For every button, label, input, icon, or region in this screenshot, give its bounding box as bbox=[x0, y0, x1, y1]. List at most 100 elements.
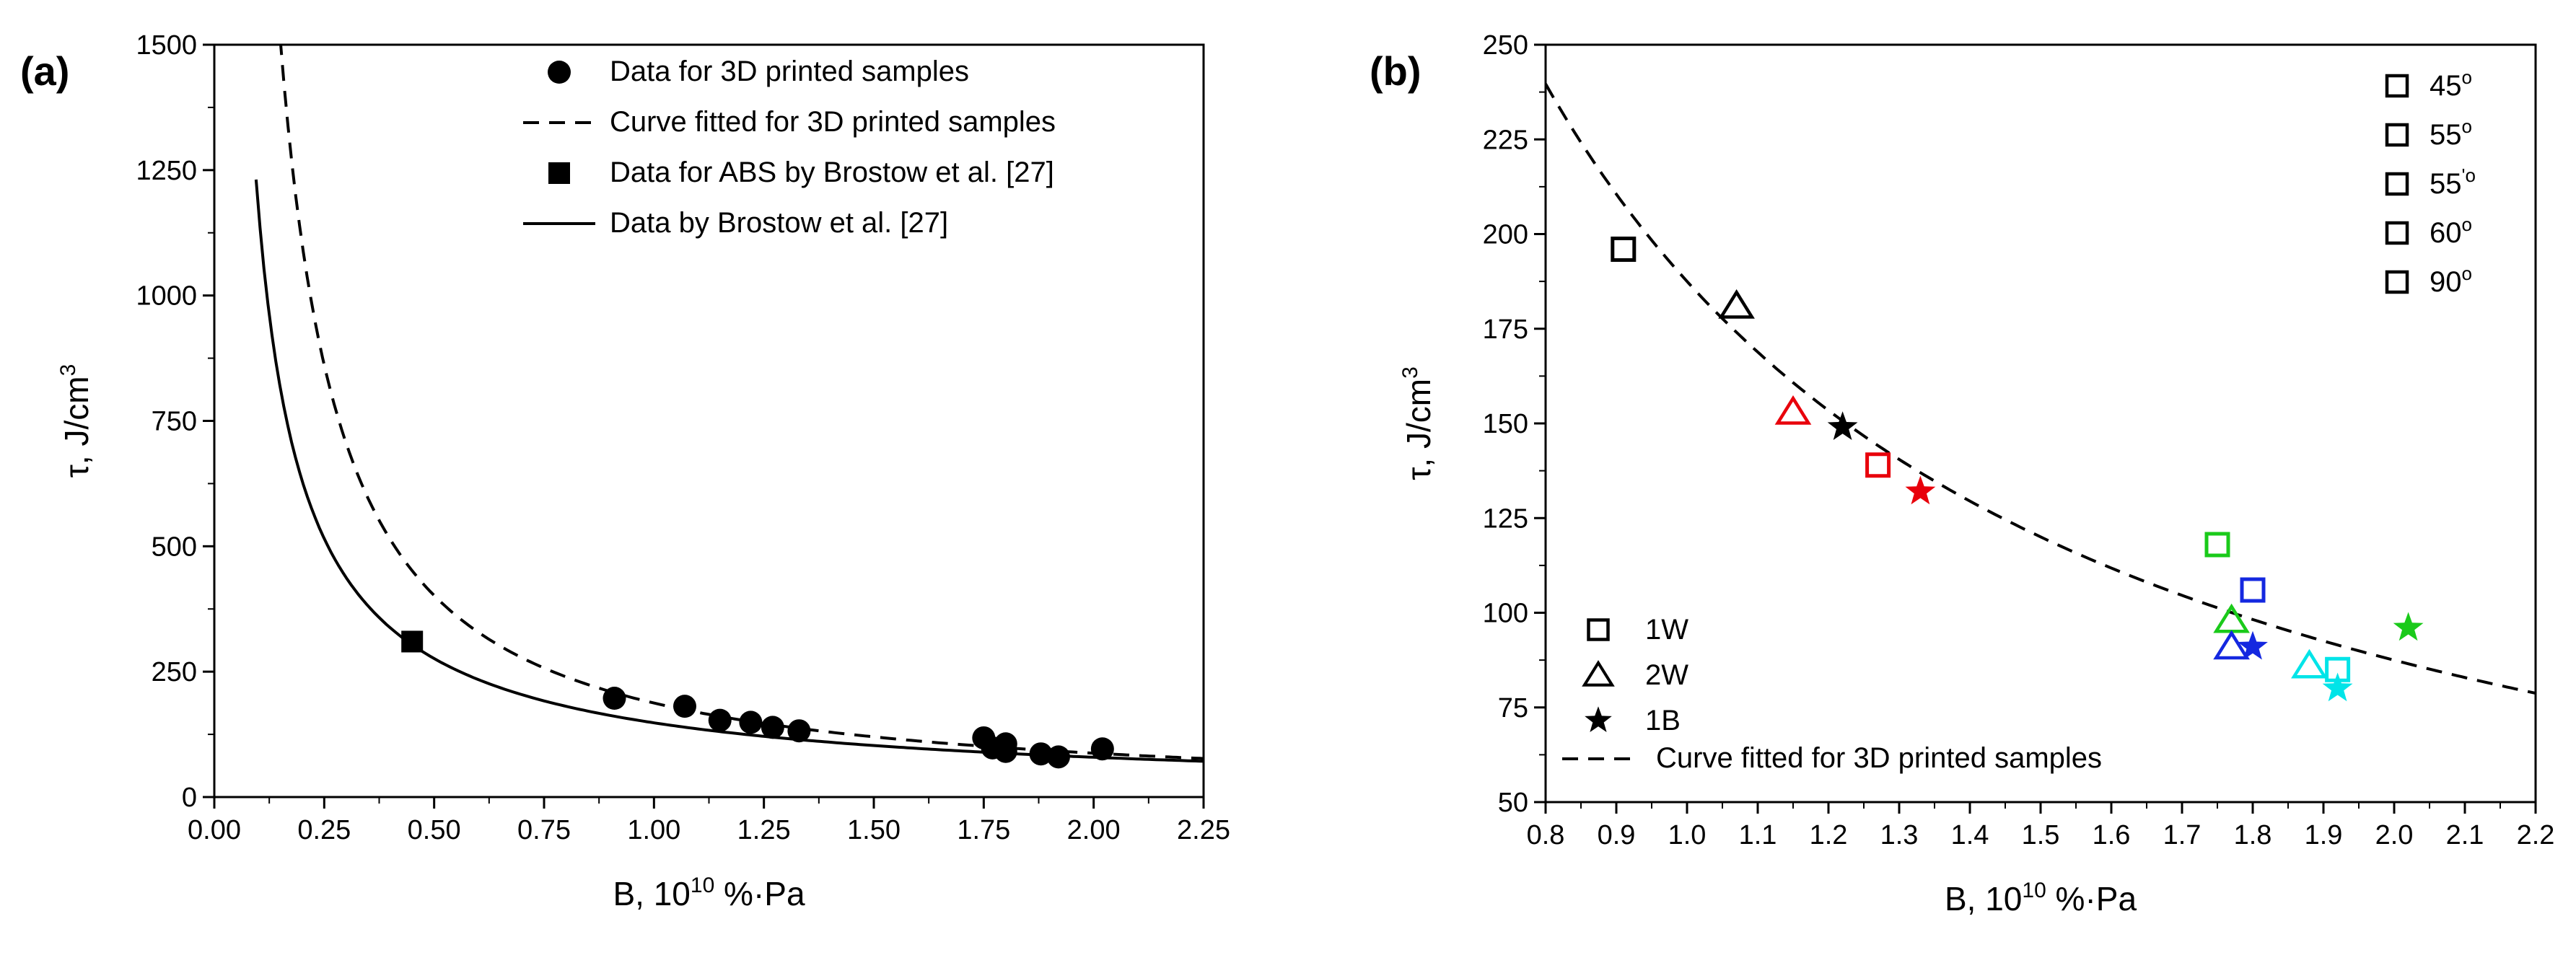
legend-a: Data for 3D printed samples Curve fitted … bbox=[523, 56, 1056, 239]
panel-label: (b) bbox=[1370, 48, 1421, 94]
legend-square-marker bbox=[2385, 172, 2409, 196]
legend-angle-label: 45o bbox=[2430, 66, 2472, 102]
x-axis-title-sup: 10 bbox=[691, 874, 714, 897]
legend-triangle-marker bbox=[1582, 660, 1615, 687]
data-point-triangle bbox=[1774, 395, 1812, 425]
data-point-square bbox=[1865, 452, 1891, 478]
data-point-star bbox=[1827, 411, 1858, 440]
x-tick-label: 0.50 bbox=[408, 815, 461, 845]
x-axis-title-sup: 10 bbox=[2022, 879, 2046, 902]
data-point bbox=[1046, 745, 1070, 769]
data-point bbox=[603, 687, 626, 710]
y-tick-label: 1500 bbox=[136, 30, 197, 61]
data-point bbox=[761, 716, 784, 739]
legend-item: Curve fitted for 3D printed samples bbox=[523, 106, 1056, 138]
y-tick-label: 250 bbox=[152, 657, 197, 687]
y-axis-title-base: τ, J/cm bbox=[1400, 379, 1437, 480]
x-tick-label: 1.0 bbox=[1668, 820, 1707, 850]
legend-circle-marker bbox=[548, 61, 571, 84]
legend-angle-value: 60 bbox=[2430, 217, 2462, 249]
legend-item: Data for 3D printed samples bbox=[548, 56, 969, 87]
legend-angle-item: 90o bbox=[2385, 263, 2472, 298]
y-tick-label: 750 bbox=[152, 407, 197, 437]
y-tick-label: 200 bbox=[1483, 220, 1528, 250]
legend-angle-item: 55o bbox=[2385, 115, 2472, 151]
x-tick-label: 1.9 bbox=[2305, 820, 2343, 850]
legend-square-marker bbox=[2385, 123, 2409, 147]
y-tick-label: 150 bbox=[1483, 409, 1528, 439]
legend-label: Data for 3D printed samples bbox=[610, 56, 969, 87]
x-tick-label: 2.1 bbox=[2446, 820, 2484, 850]
x-tick-label: 0.00 bbox=[188, 815, 241, 845]
data-point-star bbox=[1905, 475, 1936, 505]
plot-area bbox=[1546, 83, 2536, 702]
y-tick-label: 175 bbox=[1483, 314, 1528, 345]
legend-types: 1W 2W 1B Curve fitted for 3D printed sample… bbox=[1562, 614, 2102, 774]
data-point-square bbox=[2204, 532, 2230, 558]
legend-type-item: 2W bbox=[1582, 659, 1688, 691]
x-tick-label: 1.6 bbox=[2093, 820, 2131, 850]
legend-angle-degree: 'o bbox=[2462, 164, 2476, 186]
legend-square-marker bbox=[548, 162, 570, 184]
x-tick-label: 1.8 bbox=[2234, 820, 2272, 850]
data-point-triangle bbox=[2291, 648, 2328, 679]
x-tick-label: 0.25 bbox=[297, 815, 351, 845]
legend-angle-value: 55 bbox=[2430, 119, 2462, 151]
x-axis-title-base: B, 10 bbox=[1945, 880, 2022, 918]
legend-angle-value: 45 bbox=[2430, 70, 2462, 102]
y-tick-label: 225 bbox=[1483, 125, 1528, 155]
data-point-square bbox=[2240, 577, 2266, 603]
legend-type-item: 1B bbox=[1585, 705, 1681, 736]
data-point-star bbox=[2322, 672, 2353, 702]
legend-angle-item: 55'o bbox=[2385, 164, 2476, 200]
legend-angle-label: 55o bbox=[2430, 115, 2472, 151]
y-tick-label: 75 bbox=[1498, 693, 1528, 723]
fitted-curve bbox=[1546, 83, 2536, 695]
x-tick-label: 1.75 bbox=[957, 815, 1010, 845]
x-tick-label: 2.00 bbox=[1067, 815, 1121, 845]
data-point-star bbox=[2393, 612, 2424, 641]
legend-label: Data for ABS by Brostow et al. [27] bbox=[610, 157, 1054, 188]
legend-angle-degree: o bbox=[2462, 115, 2472, 137]
x-tick-label: 2.25 bbox=[1177, 815, 1230, 845]
data-point bbox=[787, 719, 811, 743]
x-tick-label: 1.50 bbox=[847, 815, 901, 845]
data-point bbox=[739, 710, 763, 734]
x-tick-label: 1.2 bbox=[1810, 820, 1848, 850]
y-tick-label: 0 bbox=[182, 783, 197, 813]
legend-label: Data by Brostow et al. [27] bbox=[610, 207, 948, 239]
brostow-curve bbox=[254, 179, 1204, 763]
data-point-triangle bbox=[2213, 603, 2250, 633]
x-tick-label: 0.9 bbox=[1598, 820, 1636, 850]
y-axis-title-sup: 3 bbox=[56, 364, 80, 377]
y-tick-label: 1000 bbox=[136, 281, 197, 312]
x-tick-label: 0.8 bbox=[1527, 820, 1565, 850]
legend-type-label: 1W bbox=[1645, 614, 1688, 646]
legend-type-label: 2W bbox=[1645, 659, 1688, 691]
y-axis-title-base: τ, J/cm bbox=[58, 376, 95, 478]
data-point bbox=[994, 739, 1017, 763]
legend-type-label: 1B bbox=[1645, 705, 1681, 736]
x-tick-label: 1.25 bbox=[737, 815, 791, 845]
legend-curve-label: Curve fitted for 3D printed samples bbox=[1656, 742, 2102, 774]
y-tick-label: 50 bbox=[1498, 788, 1528, 818]
plot-area bbox=[254, 45, 1204, 769]
y-axis-title: τ, J/cm3 bbox=[1398, 366, 1437, 480]
panel-a-chart: 0.00 0.25 0.50 0.75 1.00 1.25 1.50 1.75 2.00 2.25… bbox=[20, 30, 1230, 912]
panel-label: (a) bbox=[20, 48, 69, 94]
legend-angle-value: 90 bbox=[2430, 266, 2462, 298]
x-tick-label: 1.1 bbox=[1739, 820, 1777, 850]
y-tick-label: 100 bbox=[1483, 599, 1528, 629]
plot-frame bbox=[213, 43, 1205, 798]
x-tick-label: 2.2 bbox=[2517, 820, 2555, 850]
legend-square-marker bbox=[2385, 221, 2409, 245]
data-point bbox=[673, 695, 696, 718]
plot-frame bbox=[1544, 43, 2537, 804]
legend-angle-label: 60o bbox=[2430, 214, 2472, 249]
x-tick-label: 1.4 bbox=[1951, 820, 1989, 850]
legend-curve-item: Curve fitted for 3D printed samples bbox=[1562, 742, 2102, 774]
legend-angle-degree: o bbox=[2462, 66, 2472, 88]
y-tick-label: 500 bbox=[152, 532, 197, 562]
